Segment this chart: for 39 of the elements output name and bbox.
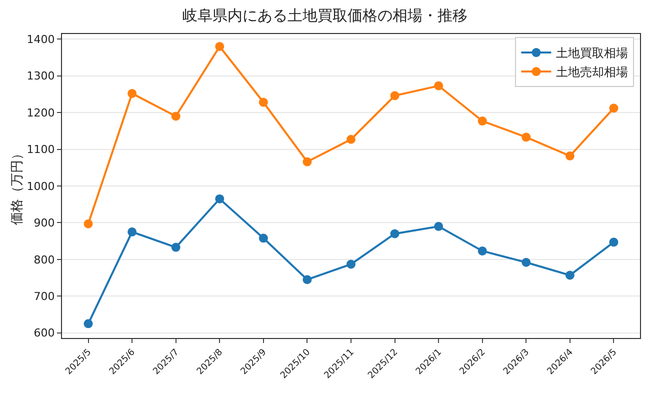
y-tick-label: 1200 xyxy=(26,106,55,120)
point xyxy=(215,194,224,204)
point xyxy=(346,134,356,144)
point xyxy=(609,238,618,247)
point xyxy=(522,132,531,142)
point xyxy=(434,81,444,90)
point xyxy=(390,91,400,100)
point xyxy=(171,112,180,121)
y-tick-label: 600 xyxy=(34,326,55,340)
point xyxy=(565,151,574,160)
point xyxy=(258,98,268,107)
y-axis-title: 価格（万円） xyxy=(10,147,25,225)
point xyxy=(215,42,224,51)
point xyxy=(128,88,137,98)
chart-title: 岐阜県内にある土地買取価格の相場・推移 xyxy=(182,6,468,24)
point xyxy=(565,270,574,280)
point xyxy=(302,157,312,166)
point xyxy=(84,319,93,328)
point xyxy=(390,229,400,238)
legend-label: 土地買取相場 xyxy=(556,46,628,60)
point xyxy=(258,234,268,243)
point xyxy=(522,258,531,267)
y-tick-label: 900 xyxy=(34,216,55,230)
point xyxy=(478,246,487,256)
point xyxy=(434,222,444,231)
y-tick-label: 1100 xyxy=(26,143,55,156)
y-tick-label: 1300 xyxy=(26,70,55,83)
y-tick-label: 1400 xyxy=(26,32,55,46)
point xyxy=(302,275,312,284)
y-tick-label: 700 xyxy=(34,290,55,303)
y-tick-label: 800 xyxy=(34,253,55,266)
point xyxy=(478,116,487,126)
point xyxy=(609,104,618,113)
point xyxy=(84,219,93,228)
point xyxy=(128,227,137,236)
y-tick-label: 1000 xyxy=(26,180,55,193)
point xyxy=(346,260,356,269)
legend-label: 土地売却相場 xyxy=(556,65,628,80)
point xyxy=(171,242,180,252)
